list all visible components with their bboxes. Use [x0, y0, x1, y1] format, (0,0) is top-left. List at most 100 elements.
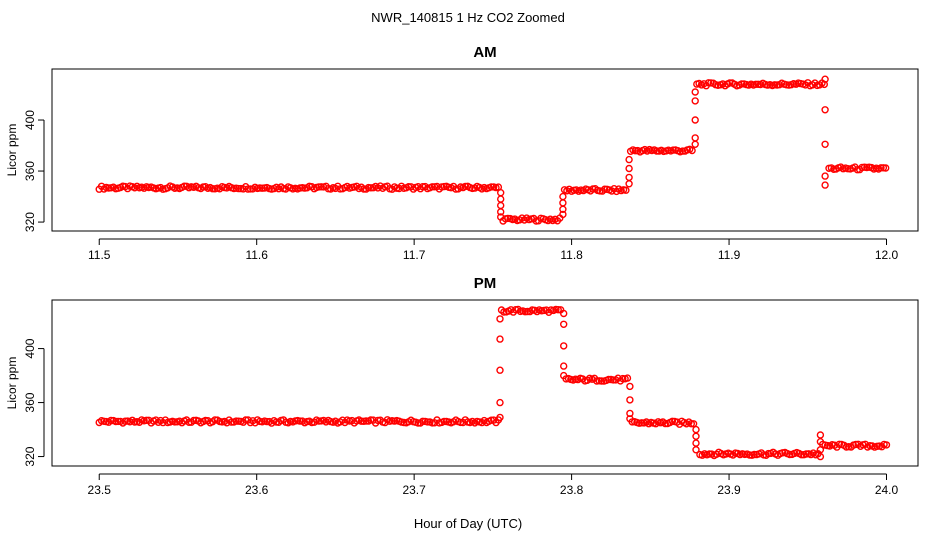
- pm-data-point: [232, 417, 240, 425]
- am-transition-point: [691, 134, 699, 142]
- am-plot-frame: [51, 68, 919, 232]
- am-y-tick-label: 400: [23, 110, 37, 130]
- pm-data-point: [414, 419, 422, 427]
- x-axis-label: Hour of Day (UTC): [414, 516, 522, 531]
- am-x-tick-label: 11.5: [88, 248, 111, 262]
- am-y-tick-label: 320: [23, 212, 37, 232]
- am-data-point: [487, 183, 495, 191]
- am-data-point: [877, 164, 885, 172]
- pm-data-point: [623, 374, 632, 382]
- pm-data-point: [835, 440, 843, 448]
- pm-data-point: [296, 417, 304, 425]
- pm-data-point: [121, 417, 129, 425]
- am-transition-point: [821, 172, 829, 180]
- pm-data-point: [112, 417, 120, 426]
- pm-data-point: [661, 419, 669, 428]
- am-transition-point: [691, 116, 699, 124]
- pm-data-point: [114, 417, 122, 426]
- pm-transition-point: [692, 425, 700, 434]
- pm-transition-point: [560, 362, 568, 370]
- pm-transition-point: [560, 342, 568, 350]
- pm-data-point: [523, 307, 532, 316]
- am-panel-title: AM: [473, 44, 496, 61]
- am-data-point: [622, 186, 630, 194]
- am-data-point: [367, 184, 375, 192]
- pm-data-point: [705, 450, 714, 458]
- am-data-point: [315, 183, 323, 191]
- pm-data-point: [423, 418, 432, 426]
- pm-x-ticks: 23.5 23.6 23.7 23.8 23.9 24.0: [88, 473, 899, 497]
- pm-y-tick-label: 360: [23, 392, 37, 412]
- am-y-axis-label: Licor ppm: [5, 124, 19, 177]
- am-transition-point: [497, 188, 505, 197]
- pm-data-point: [227, 418, 236, 426]
- am-transition-point: [691, 140, 699, 149]
- pm-panel: PM Licor ppm 23.5 23.6 23.7 23.8 23.9 24.0 32…: [5, 275, 919, 497]
- am-data-point: [180, 182, 189, 190]
- pm-x-tick-label: 24.0: [875, 483, 899, 497]
- pm-plot-frame: [51, 299, 919, 467]
- am-data-point: [246, 185, 255, 193]
- pm-data-point: [604, 375, 613, 384]
- pm-x-tick-label: 23.9: [717, 483, 741, 497]
- am-y-ticks: 320 360 400: [23, 110, 45, 232]
- am-data-point: [820, 80, 828, 89]
- pm-transition-point: [816, 446, 825, 454]
- am-transition-point: [821, 140, 829, 149]
- pm-y-tick-label: 400: [23, 338, 37, 358]
- pm-x-tick-label: 23.8: [560, 483, 584, 497]
- am-data-point: [704, 79, 713, 87]
- am-data-point: [631, 146, 640, 155]
- am-data-points: [95, 75, 890, 225]
- pm-transition-point: [496, 335, 504, 343]
- am-x-tick-label: 11.6: [245, 248, 268, 262]
- pm-data-point: [362, 417, 370, 425]
- pm-transition-point: [816, 431, 825, 439]
- pm-transition-point: [692, 439, 700, 447]
- am-x-tick-label: 12.0: [875, 248, 899, 262]
- am-data-point: [688, 146, 696, 155]
- am-data-point: [669, 146, 677, 154]
- pm-panel-title: PM: [474, 275, 497, 292]
- pm-data-point: [687, 420, 695, 428]
- pm-y-ticks: 320 360 400: [23, 338, 45, 467]
- am-transition-point: [497, 208, 505, 216]
- pm-data-point: [171, 418, 179, 426]
- pm-transition-point: [626, 396, 634, 404]
- pm-data-point: [597, 377, 606, 385]
- pm-transition-point: [560, 309, 568, 318]
- pm-data-point: [750, 450, 758, 459]
- am-x-tick-label: 11.8: [560, 248, 583, 262]
- am-transition-point: [821, 106, 829, 114]
- am-data-point: [882, 164, 890, 172]
- am-data-point: [726, 79, 734, 87]
- pm-data-points: [95, 305, 891, 461]
- am-data-point: [317, 183, 325, 191]
- pm-transition-point: [560, 371, 568, 380]
- pm-x-tick-label: 23.5: [88, 483, 112, 497]
- am-transition-point: [625, 155, 633, 164]
- am-data-point: [738, 80, 746, 88]
- am-data-point: [752, 80, 760, 89]
- am-transition-point: [497, 201, 505, 210]
- pm-data-point: [440, 417, 448, 426]
- pm-transition-point: [496, 398, 504, 407]
- pm-transition-point: [816, 438, 825, 446]
- pm-transition-point: [626, 415, 634, 423]
- pm-data-point: [882, 441, 891, 449]
- pm-x-tick-label: 23.7: [402, 483, 426, 497]
- am-transition-point: [497, 195, 505, 203]
- am-transition-point: [559, 199, 567, 207]
- am-data-point: [360, 185, 368, 193]
- pm-transition-point: [692, 446, 700, 454]
- pm-y-axis-label: Licor ppm: [5, 357, 19, 410]
- pm-transition-point: [560, 320, 568, 328]
- pm-data-point: [638, 419, 646, 427]
- pm-transition-point: [496, 315, 504, 323]
- pm-data-point: [554, 306, 562, 314]
- pm-transition-point: [816, 452, 825, 461]
- pm-data-point: [419, 417, 427, 425]
- pm-data-point: [786, 450, 794, 459]
- am-data-point: [461, 182, 469, 191]
